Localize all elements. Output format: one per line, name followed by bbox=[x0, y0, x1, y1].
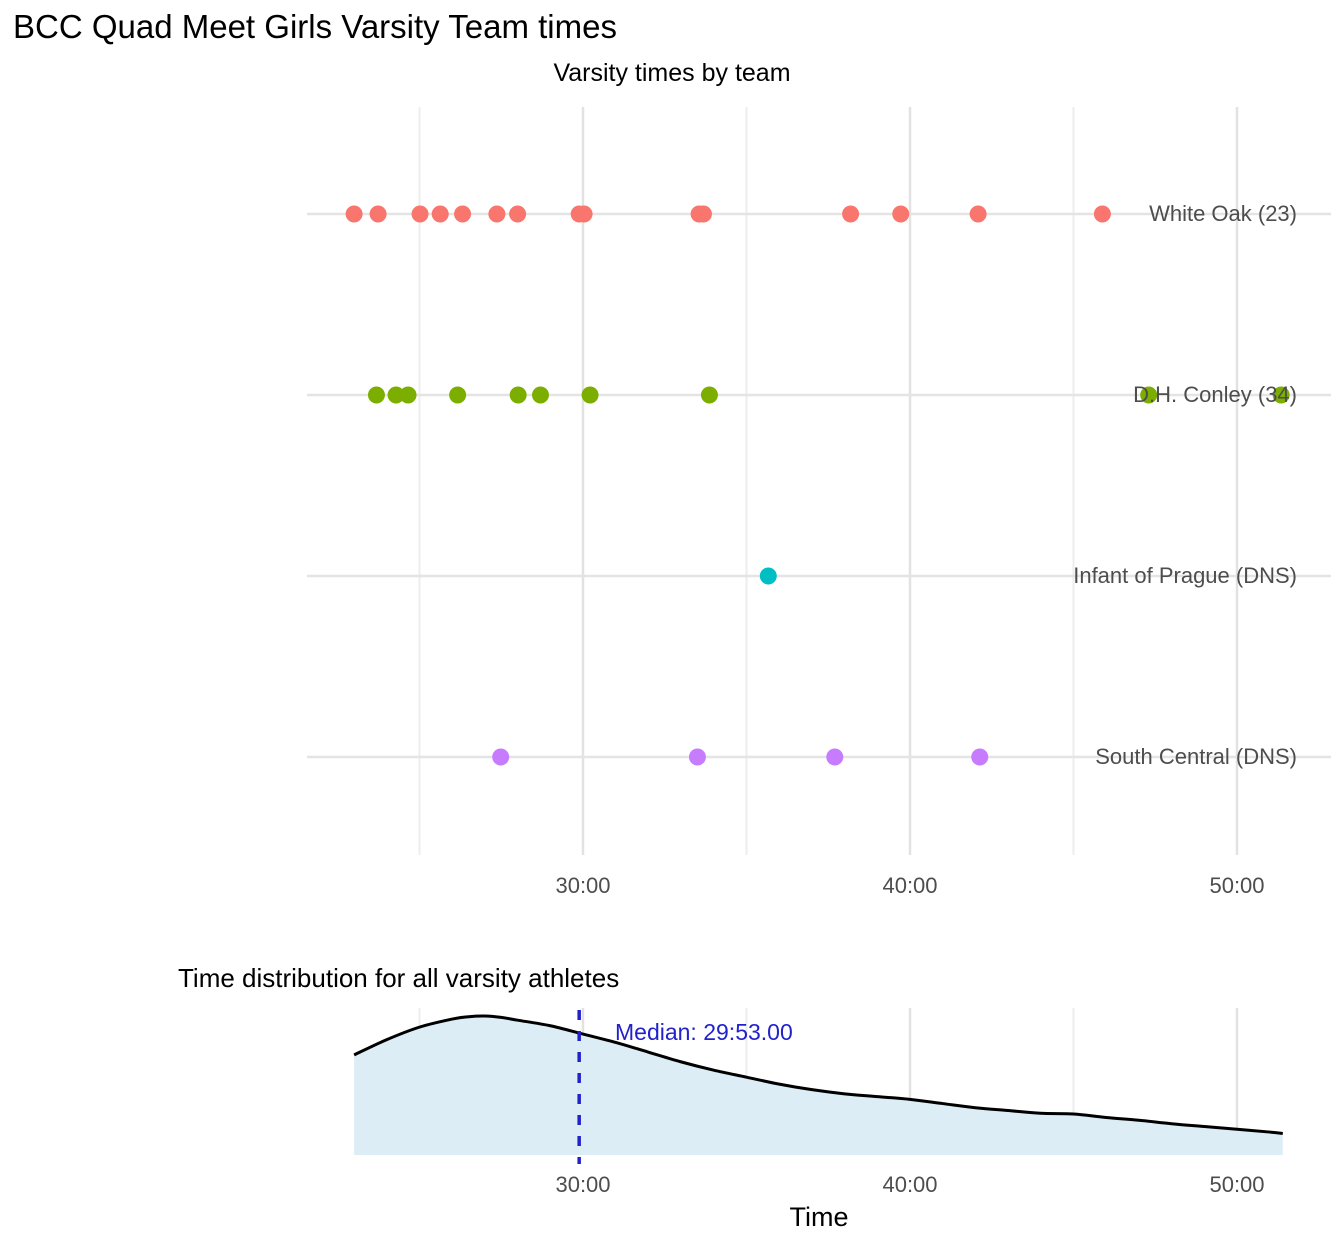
x-tick-label: 30:00 bbox=[555, 1172, 611, 1197]
data-point bbox=[345, 205, 363, 223]
y-axis-label: White Oak (23) bbox=[1149, 201, 1297, 226]
data-point bbox=[688, 748, 706, 766]
y-axis-label: South Central (DNS) bbox=[1095, 744, 1297, 769]
x-tick-label: 40:00 bbox=[882, 873, 938, 898]
bottom-chart-title: Time distribution for all varsity athlet… bbox=[178, 963, 620, 993]
x-tick-label: 50:00 bbox=[1209, 1172, 1265, 1197]
data-point bbox=[387, 386, 405, 404]
data-point bbox=[694, 205, 712, 223]
data-point bbox=[367, 386, 385, 404]
data-point bbox=[842, 205, 860, 223]
data-point bbox=[581, 386, 599, 404]
data-point bbox=[700, 386, 718, 404]
data-point bbox=[1140, 386, 1158, 404]
data-point bbox=[892, 205, 910, 223]
density-curve bbox=[353, 1014, 1283, 1135]
data-point bbox=[969, 205, 987, 223]
data-point bbox=[826, 748, 844, 766]
data-point bbox=[509, 386, 527, 404]
data-point bbox=[1272, 386, 1290, 404]
data-point bbox=[399, 386, 417, 404]
x-tick-label: 30:00 bbox=[555, 873, 611, 898]
data-point bbox=[509, 205, 527, 223]
data-point bbox=[759, 567, 777, 585]
data-point bbox=[431, 205, 449, 223]
data-point bbox=[575, 205, 593, 223]
data-point bbox=[449, 386, 467, 404]
data-point bbox=[369, 205, 387, 223]
data-point bbox=[531, 386, 549, 404]
y-axis-label: D.H. Conley (34) bbox=[1133, 382, 1297, 407]
y-axis-label: Infant of Prague (DNS) bbox=[1073, 563, 1297, 588]
data-point bbox=[492, 748, 510, 766]
data-point bbox=[971, 748, 989, 766]
x-axis-title: Time bbox=[789, 1202, 849, 1232]
data-point bbox=[488, 205, 506, 223]
density-area bbox=[354, 1015, 1283, 1155]
median-annotation: Median: 29:53.00 bbox=[615, 1019, 793, 1045]
figure-title: BCC Quad Meet Girls Varsity Team times bbox=[13, 8, 617, 45]
x-tick-label: 50:00 bbox=[1209, 873, 1265, 898]
x-tick-label: 40:00 bbox=[882, 1172, 938, 1197]
data-point bbox=[411, 205, 429, 223]
data-point bbox=[1093, 205, 1111, 223]
top-chart-title: Varsity times by team bbox=[553, 59, 791, 87]
data-point bbox=[454, 205, 472, 223]
